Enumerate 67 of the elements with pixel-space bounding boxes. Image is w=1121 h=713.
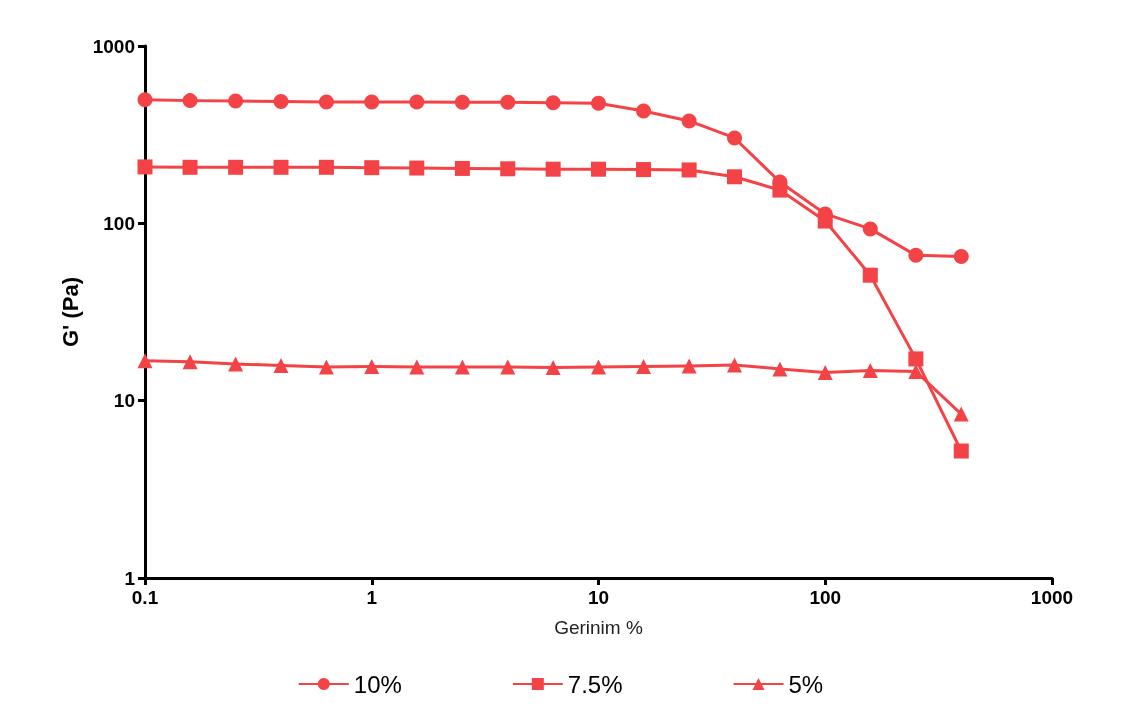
point	[454, 94, 470, 110]
point	[591, 95, 606, 111]
point	[953, 443, 969, 459]
point	[137, 92, 153, 108]
point	[182, 159, 198, 175]
legend-label: 5%	[788, 670, 824, 698]
point	[727, 130, 743, 146]
point	[908, 247, 924, 263]
point	[636, 103, 652, 119]
point	[545, 95, 561, 111]
point	[636, 358, 652, 374]
point	[182, 93, 198, 109]
point	[727, 357, 743, 373]
y-tick-label: 100	[103, 212, 135, 234]
point	[273, 159, 289, 175]
y-tick-label: 1000	[92, 35, 135, 57]
point	[500, 161, 516, 177]
point	[862, 267, 878, 283]
point	[318, 159, 334, 175]
point	[817, 365, 833, 381]
point	[953, 249, 969, 265]
point	[681, 358, 697, 374]
point	[228, 159, 244, 175]
point	[908, 364, 924, 380]
point	[137, 353, 153, 369]
x-tick-label: 0.1	[131, 587, 159, 608]
point	[862, 221, 878, 237]
x-tick-label: 1	[366, 587, 378, 608]
y-axis-title: G' (Pa)	[58, 276, 84, 348]
point	[409, 160, 425, 176]
point	[591, 359, 606, 375]
point	[591, 161, 606, 177]
point	[364, 160, 380, 176]
point	[409, 94, 425, 110]
point	[500, 359, 516, 375]
x-tick-label: 1000	[1030, 587, 1074, 608]
point	[772, 361, 788, 377]
point	[681, 162, 697, 178]
point	[862, 362, 878, 378]
point	[364, 94, 380, 110]
x-axis-title: Gerinim %	[554, 617, 643, 638]
point	[454, 359, 470, 375]
x-tick-label: 10	[587, 587, 610, 608]
point	[228, 93, 244, 109]
point	[908, 351, 924, 367]
point	[364, 358, 380, 374]
point	[182, 354, 198, 370]
point	[681, 113, 697, 129]
y-tick-label: 1	[124, 567, 136, 589]
point	[228, 356, 244, 372]
point	[318, 359, 334, 375]
point	[137, 159, 153, 175]
point	[636, 162, 652, 178]
point	[727, 169, 743, 185]
y-tick-label: 10	[113, 390, 135, 412]
point	[500, 94, 516, 110]
point	[273, 357, 289, 373]
legend-label: 7.5%	[567, 670, 623, 698]
point	[545, 359, 561, 375]
point	[545, 161, 561, 177]
point	[273, 94, 289, 110]
legend-label: 10%	[353, 670, 402, 698]
point	[318, 94, 334, 110]
point	[409, 359, 425, 375]
x-tick-label: 100	[809, 587, 842, 608]
point	[454, 160, 470, 176]
point	[953, 406, 969, 422]
